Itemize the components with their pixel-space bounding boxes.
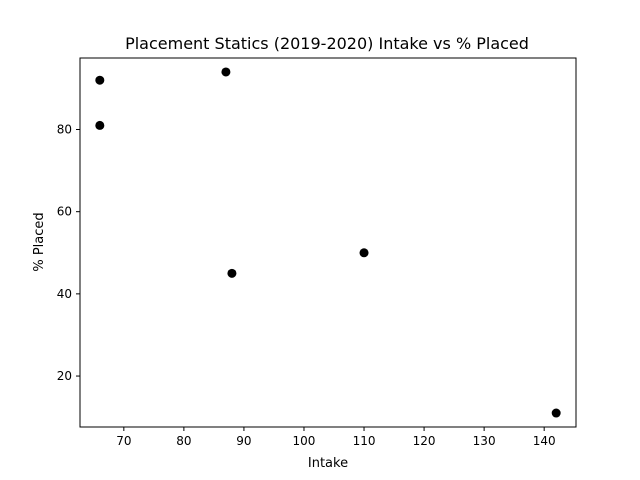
x-tick-label: 90 — [236, 434, 251, 448]
x-tick-label: 100 — [293, 434, 316, 448]
y-tick-label: 40 — [57, 287, 72, 301]
plot-area — [79, 57, 577, 428]
y-axis-label: % Placed — [32, 212, 47, 271]
data-point — [551, 408, 561, 418]
x-axis: 70 80 90 100 110 120 130 140 — [116, 427, 556, 448]
y-tick-label: 60 — [57, 205, 72, 219]
x-axis-label: Intake — [308, 456, 348, 471]
x-tick-label: 70 — [116, 434, 131, 448]
y-tick-label: 80 — [57, 122, 72, 136]
data-point — [95, 75, 105, 85]
y-tick-label: 20 — [57, 369, 72, 383]
data-points — [95, 67, 561, 418]
data-point — [359, 248, 369, 258]
x-tick-label: 130 — [473, 434, 496, 448]
data-point — [227, 268, 237, 278]
data-point — [221, 67, 231, 77]
y-axis: 20 40 60 80 — [57, 122, 80, 383]
plot-frame — [79, 57, 577, 428]
x-tick-label: 120 — [413, 434, 436, 448]
x-tick-label: 110 — [353, 434, 376, 448]
x-tick-label: 140 — [533, 434, 556, 448]
x-tick-label: 80 — [176, 434, 191, 448]
data-point — [95, 120, 105, 130]
chart-title: Placement Statics (2019-2020) Intake vs … — [125, 34, 529, 53]
